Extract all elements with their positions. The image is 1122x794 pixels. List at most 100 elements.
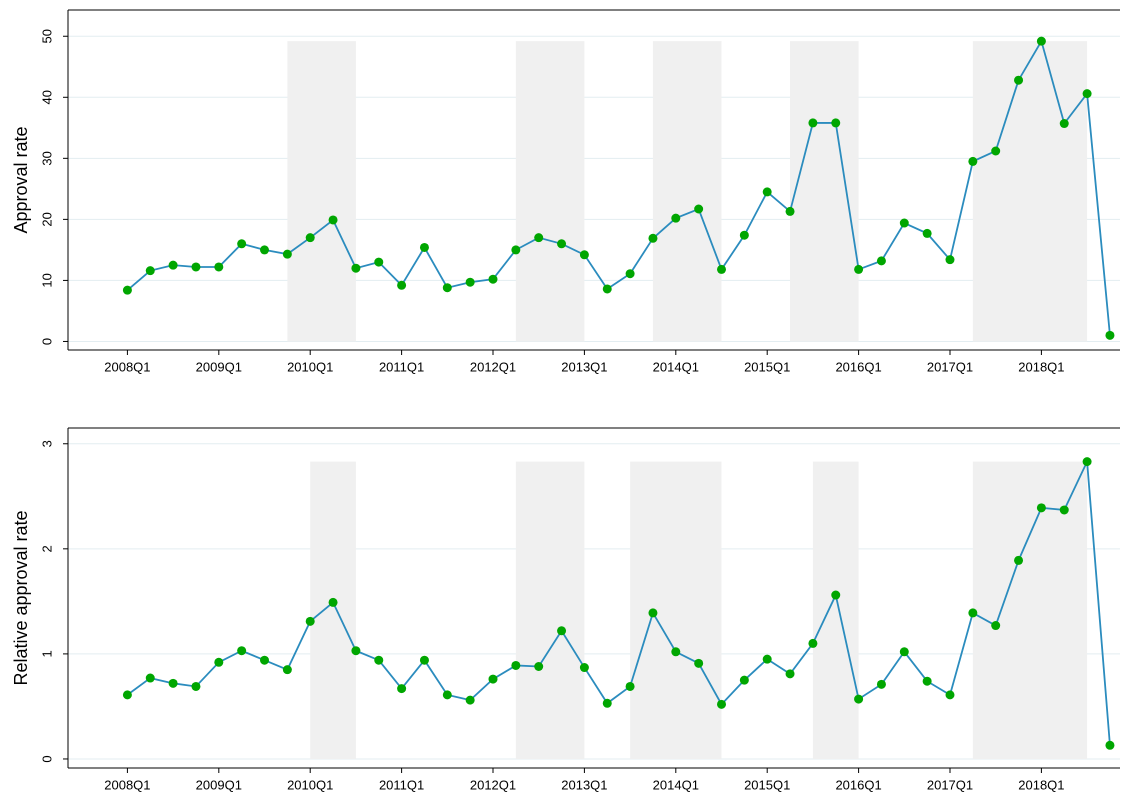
point <box>671 213 681 223</box>
point <box>922 228 932 238</box>
point <box>1059 119 1069 129</box>
x-tick-label: 2013Q1 <box>561 777 607 792</box>
shaded-period <box>310 461 356 759</box>
x-tick-label: 2015Q1 <box>744 777 790 792</box>
point <box>511 245 521 255</box>
x-tick-label: 2018Q1 <box>1018 359 1064 374</box>
point <box>876 256 886 266</box>
point <box>465 277 475 287</box>
point <box>351 263 361 273</box>
point <box>260 245 270 255</box>
point <box>625 269 635 279</box>
y-tick-label: 10 <box>39 273 54 287</box>
point <box>694 204 704 214</box>
point <box>831 590 841 600</box>
shaded-period <box>515 41 585 342</box>
point <box>854 264 864 274</box>
point <box>214 262 224 272</box>
point <box>374 257 384 267</box>
point <box>739 230 749 240</box>
point <box>876 679 886 689</box>
point <box>717 699 727 709</box>
point <box>785 669 795 679</box>
point <box>419 242 429 252</box>
x-tick-label: 2016Q1 <box>835 359 881 374</box>
y-axis-label: Relative approval rate <box>11 510 31 685</box>
x-tick-label: 2010Q1 <box>287 359 333 374</box>
point <box>1014 75 1024 85</box>
y-tick-label: 50 <box>39 29 54 43</box>
point <box>854 694 864 704</box>
point <box>602 698 612 708</box>
y-axis-label: Approval rate <box>11 126 31 233</box>
point <box>488 674 498 684</box>
point <box>831 118 841 128</box>
point <box>1036 36 1046 46</box>
point <box>991 146 1001 156</box>
y-tick-label: 3 <box>39 440 54 447</box>
point <box>328 215 338 225</box>
point <box>808 118 818 128</box>
series-line <box>126 458 1111 746</box>
point <box>419 655 429 665</box>
point <box>602 284 612 294</box>
x-tick-label: 2015Q1 <box>744 359 790 374</box>
point <box>351 646 361 656</box>
shaded-period <box>972 461 1088 759</box>
x-tick-label: 2011Q1 <box>379 777 424 792</box>
point <box>648 608 658 618</box>
point <box>899 218 909 228</box>
x-tick-label: 2017Q1 <box>927 777 973 792</box>
point <box>534 662 544 672</box>
point <box>145 266 155 276</box>
point <box>122 690 132 700</box>
point <box>739 675 749 685</box>
point <box>694 658 704 668</box>
point <box>808 638 818 648</box>
x-tick-label: 2017Q1 <box>927 359 973 374</box>
point <box>122 285 132 295</box>
point <box>168 678 178 688</box>
point <box>1082 457 1092 467</box>
point <box>282 665 292 675</box>
x-tick-label: 2012Q1 <box>470 359 516 374</box>
y-tick-label: 20 <box>39 212 54 226</box>
point <box>579 250 589 260</box>
x-tick-label: 2014Q1 <box>653 777 699 792</box>
y-tick-label: 40 <box>39 90 54 104</box>
point <box>648 233 658 243</box>
y-tick-label: 0 <box>39 755 54 762</box>
point <box>237 239 247 249</box>
point <box>214 657 224 667</box>
point <box>191 262 201 272</box>
point <box>168 260 178 270</box>
point <box>717 264 727 274</box>
x-tick-label: 2008Q1 <box>104 359 150 374</box>
x-tick-label: 2010Q1 <box>287 777 333 792</box>
x-tick-label: 2009Q1 <box>196 777 242 792</box>
point <box>1082 89 1092 99</box>
shaded-period <box>287 41 356 342</box>
point <box>397 684 407 694</box>
shaded-period <box>812 461 859 759</box>
point <box>945 255 955 265</box>
point <box>442 283 452 293</box>
point <box>488 274 498 284</box>
point <box>762 187 772 197</box>
shaded-period <box>630 461 722 759</box>
point <box>1014 555 1024 565</box>
point <box>1059 505 1069 515</box>
x-tick-label: 2009Q1 <box>196 359 242 374</box>
point <box>899 647 909 657</box>
x-tick-label: 2008Q1 <box>104 777 150 792</box>
y-tick-label: 30 <box>39 151 54 165</box>
point <box>671 647 681 657</box>
point <box>397 280 407 290</box>
point <box>305 233 315 243</box>
x-tick-label: 2016Q1 <box>835 777 881 792</box>
x-tick-label: 2011Q1 <box>379 359 424 374</box>
x-tick-label: 2013Q1 <box>561 359 607 374</box>
point <box>1105 330 1115 340</box>
point <box>557 626 567 636</box>
